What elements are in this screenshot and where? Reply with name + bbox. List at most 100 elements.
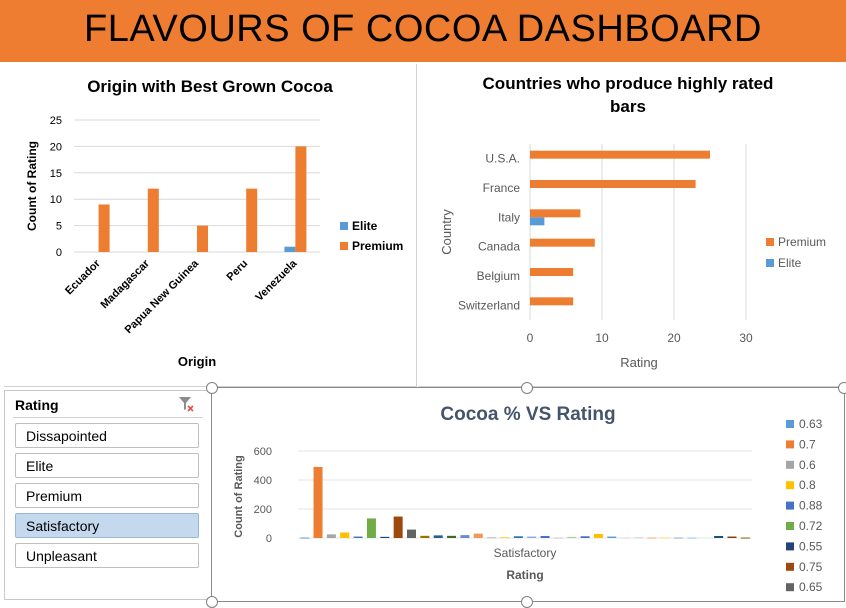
- bar-premium: [295, 146, 307, 252]
- resize-handle[interactable]: [521, 596, 533, 608]
- bar-series: [353, 536, 363, 538]
- resize-handle[interactable]: [206, 596, 218, 608]
- bar-series: [727, 536, 737, 538]
- bar-series: [567, 536, 577, 538]
- origin-chart-title: Origin with Best Grown Cocoa: [87, 77, 333, 96]
- rating-slicer[interactable]: Rating Dissapointed Elite Premium Satisfact…: [4, 390, 212, 600]
- legend-swatch: [786, 501, 794, 510]
- y-tick-label: 400: [254, 475, 272, 487]
- y-tick-label: 200: [254, 504, 272, 516]
- country-chart-panel[interactable]: Countries who produce highly rated bars …: [418, 64, 842, 387]
- bar-premium: [530, 238, 595, 247]
- resize-handle[interactable]: [838, 382, 846, 394]
- legend-label: 0.8: [799, 478, 816, 492]
- legend-swatch: [786, 460, 794, 469]
- cocoa-bar-chart: 0 200 400 600 Satisfactory Rating Count of Rat…: [233, 417, 823, 594]
- y-tick-label: 25: [50, 115, 62, 127]
- bar-series: [714, 535, 724, 538]
- x-tick-label: 20: [667, 331, 681, 345]
- bar-premium: [530, 297, 574, 306]
- country-bar-chart: 0 10 20 30 U.S.A. France Italy Canada Belgium Swi…: [439, 144, 826, 370]
- bar-series: [687, 537, 697, 539]
- bar-series: [580, 536, 590, 538]
- legend-swatch: [786, 440, 794, 449]
- slicer-item-premium[interactable]: Premium: [15, 483, 199, 508]
- dashboard-title: FLAVOURS OF COCOA DASHBOARD: [84, 8, 762, 50]
- bar-series: [313, 466, 323, 538]
- y-tick-label: Canada: [478, 240, 520, 254]
- resize-handle[interactable]: [206, 382, 218, 394]
- y-tick-label: 20: [50, 141, 62, 153]
- cocoa-chart-panel[interactable]: Cocoa % VS Rating 0 200 400 600 Satisfactory…: [211, 387, 845, 602]
- bar-series: [553, 537, 563, 539]
- bar-series: [500, 537, 510, 539]
- legend-label: Premium: [778, 235, 826, 249]
- bar-series: [593, 533, 603, 538]
- legend-swatch: [786, 522, 794, 530]
- x-tick-label: Madagascar: [98, 257, 152, 311]
- y-tick-label: U.S.A.: [485, 152, 520, 166]
- slicer-item-elite[interactable]: Elite: [15, 453, 199, 478]
- y-axis-label: Count of Rating: [233, 455, 245, 537]
- bar-series: [487, 537, 497, 539]
- bar-series: [527, 536, 537, 538]
- bar-premium: [246, 188, 258, 252]
- bar-series: [340, 532, 350, 538]
- slicer-item-satisfactory[interactable]: Satisfactory: [15, 513, 199, 538]
- x-axis-label: Rating: [620, 355, 658, 370]
- bar-series: [326, 534, 336, 538]
- x-tick-label: Satisfactory: [494, 546, 557, 560]
- y-tick-label: 600: [254, 446, 272, 458]
- bar-premium: [530, 209, 581, 218]
- bar-premium: [530, 180, 696, 188]
- bar-series: [407, 529, 416, 538]
- bar-series: [300, 537, 310, 539]
- bar-elite: [284, 246, 296, 252]
- dashboard-banner: FLAVOURS OF COCOA DASHBOARD: [0, 0, 846, 62]
- x-axis-label: Origin: [178, 354, 216, 369]
- bar-elite: [530, 217, 545, 226]
- slicer-item-unpleasant[interactable]: Unpleasant: [15, 543, 199, 568]
- y-tick-label: Italy: [498, 210, 520, 224]
- bar-series: [660, 537, 670, 539]
- bar-series: [433, 535, 443, 538]
- bar-series: [607, 536, 617, 538]
- legend-swatch: [340, 242, 348, 250]
- x-tick-label: Venezuela: [253, 257, 300, 304]
- legend-label: Premium: [352, 239, 403, 253]
- y-axis-label: Count of Rating: [25, 141, 39, 231]
- origin-chart-panel[interactable]: Origin with Best Grown Cocoa 0 5 10 15 20 25 E…: [4, 64, 417, 387]
- x-tick-label: 30: [739, 331, 753, 345]
- bar-series: [366, 518, 376, 538]
- legend-label: 0.55: [799, 539, 823, 553]
- y-axis-label: Country: [439, 209, 454, 255]
- legend-label: 0.6: [799, 458, 816, 472]
- slicer-item-dissapointed[interactable]: Dissapointed: [15, 423, 199, 448]
- bar-series: [393, 516, 403, 538]
- bar-series: [540, 535, 550, 538]
- y-tick-label: 5: [56, 221, 62, 233]
- y-tick-label: 10: [50, 194, 62, 206]
- x-tick-label: Ecuador: [63, 257, 103, 297]
- bar-series: [420, 535, 430, 538]
- cocoa-chart-title: Cocoa % VS Rating: [440, 404, 616, 425]
- legend-label: 0.72: [799, 519, 823, 533]
- bar-premium: [98, 204, 110, 252]
- legend-swatch: [786, 420, 794, 428]
- x-tick-label: 0: [527, 331, 534, 345]
- y-tick-label: Switzerland: [458, 298, 520, 312]
- resize-handle[interactable]: [521, 382, 533, 394]
- legend-swatch: [786, 542, 794, 551]
- legend-label: 0.65: [799, 580, 823, 594]
- bar-series: [513, 536, 523, 538]
- bar-series: [447, 535, 457, 538]
- x-tick-label: Peru: [225, 258, 251, 284]
- y-tick-label: 0: [266, 533, 272, 545]
- legend-swatch: [786, 562, 794, 571]
- bar-series: [620, 537, 630, 539]
- clear-filter-icon[interactable]: [177, 395, 195, 413]
- legend-swatch: [340, 222, 348, 230]
- country-chart-title: Countries who produce highly rated bars: [482, 74, 774, 116]
- legend-label: 0.75: [799, 560, 823, 574]
- bar-series: [700, 537, 710, 539]
